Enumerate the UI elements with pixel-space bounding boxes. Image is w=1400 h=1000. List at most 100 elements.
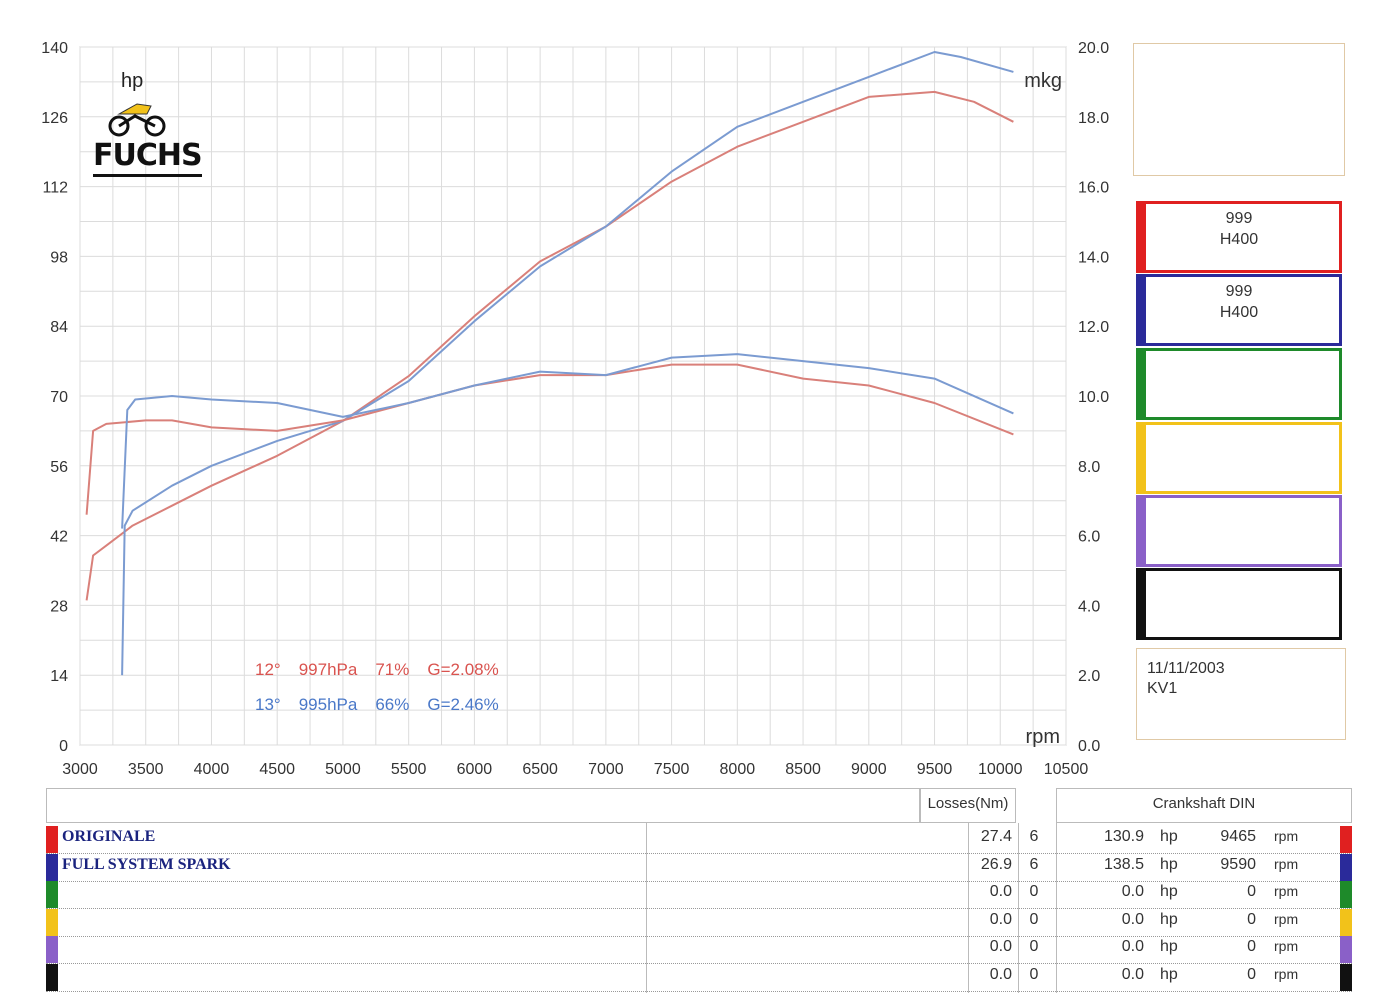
losses-count: 0: [1029, 910, 1039, 928]
run-box-line2: H400: [1219, 304, 1259, 321]
row-color-strip: [1340, 963, 1352, 991]
conditions-line-2: 13° 995hPa 66% G=2.46%: [255, 695, 517, 715]
rpm-unit: rpm: [1274, 883, 1299, 899]
power-unit: hp: [1160, 828, 1178, 845]
losses-count: 0: [1029, 965, 1039, 983]
losses-count: 6: [1029, 855, 1039, 873]
y-left-tick-label: 42: [50, 529, 68, 546]
row-color-strip: [46, 853, 58, 881]
series-line-mkg-full-system-spark: [121, 353, 1014, 529]
y-left-tick-label: 84: [50, 319, 68, 336]
peak-power: 0.0: [1121, 883, 1144, 900]
condition-g: G=2.08%: [427, 660, 499, 679]
series-line-hp-originale: [85, 90, 1014, 601]
run-box-line1: 999: [1225, 210, 1253, 227]
rpm-unit: rpm: [1274, 910, 1299, 927]
color-strip: [1136, 422, 1146, 494]
table-row: ORIGINALE 27.4 6 130.9 hp 9465 rpm: [46, 826, 1352, 854]
peak-rpm: 0: [1247, 910, 1256, 928]
peak-power: 130.9: [1103, 828, 1144, 845]
x-tick-label: 7500: [654, 761, 690, 778]
losses-value: 0.0: [989, 938, 1012, 955]
power-unit: hp: [1160, 965, 1178, 983]
y-left-tick-label: 112: [42, 180, 68, 197]
y-left-tick-label: 140: [41, 40, 68, 57]
losses-value: 0.0: [989, 910, 1012, 928]
test-code: KV1: [1147, 680, 1178, 697]
x-tick-label: 8000: [720, 761, 756, 778]
run-color-box-3: [1136, 348, 1342, 420]
y-right-tick-label: 12.0: [1078, 319, 1109, 336]
y-right-tick-label: 18.0: [1078, 110, 1109, 127]
run-color-box-6: [1136, 568, 1342, 640]
x-tick-label: 4000: [194, 761, 230, 778]
losses-count: 6: [1029, 828, 1039, 845]
y-left-tick-label: 14: [50, 668, 68, 685]
x-tick-label: 6500: [522, 761, 558, 778]
rpm-unit: rpm: [1274, 938, 1299, 954]
motorbike-icon: [108, 103, 166, 137]
y-left-tick-label: 126: [41, 110, 68, 127]
logo-hp-label: hp: [121, 70, 144, 92]
run-name: FULL SYSTEM SPARK: [62, 855, 231, 873]
y-right-tick-label: 10.0: [1078, 389, 1109, 406]
y-right-tick-label: 8.0: [1078, 459, 1100, 476]
table-header-blank: [46, 788, 920, 823]
row-color-strip: [46, 881, 58, 908]
y-right-tick-label: 16.0: [1078, 180, 1109, 197]
losses-value: 0.0: [989, 883, 1012, 900]
x-tick-label: 3000: [62, 761, 98, 778]
condition-temp: 13°: [255, 695, 281, 714]
color-strip: [1136, 348, 1146, 420]
peak-rpm: 9465: [1220, 828, 1256, 845]
peak-power: 0.0: [1121, 938, 1144, 955]
run-box-line2: H400: [1219, 231, 1259, 248]
date-box: 11/11/2003 KV1: [1136, 648, 1346, 740]
row-color-strip: [46, 936, 58, 963]
x-tick-label: 8500: [785, 761, 821, 778]
losses-value: 26.9: [980, 855, 1012, 873]
peak-power: 138.5: [1103, 855, 1144, 873]
results-table: Losses(Nm) Crankshaft DIN ORIGINALE 27.4 6…: [46, 788, 1352, 993]
y-left-tick-label: 98: [50, 249, 68, 266]
row-color-strip: [1340, 908, 1352, 936]
y-right-tick-label: 2.0: [1078, 668, 1100, 685]
peak-power: 0.0: [1121, 910, 1144, 928]
peak-rpm: 0: [1247, 938, 1256, 955]
color-strip: [1136, 495, 1146, 567]
row-color-strip: [1340, 853, 1352, 881]
x-tick-label: 9000: [851, 761, 887, 778]
x-tick-label: 5500: [391, 761, 427, 778]
table-row: FULL SYSTEM SPARK 26.9 6 138.5 hp 9590 rpm: [46, 853, 1352, 882]
condition-humidity: 66%: [375, 695, 410, 714]
losses-count: 0: [1029, 938, 1039, 955]
condition-pressure: 997hPa: [298, 660, 358, 679]
table-row: 0.0 0 0.0 hp 0 rpm: [46, 881, 1352, 909]
side-blank-box: [1133, 43, 1345, 176]
losses-value: 0.0: [989, 965, 1012, 983]
x-axis-label: rpm: [1026, 726, 1060, 748]
conditions-line-1: 12° 997hPa 71% G=2.08%: [255, 660, 517, 680]
condition-pressure: 995hPa: [298, 695, 358, 714]
losses-value: 27.4: [980, 828, 1012, 845]
table-row: 0.0 0 0.0 hp 0 rpm: [46, 936, 1352, 964]
condition-g: G=2.46%: [427, 695, 499, 714]
x-tick-label: 3500: [128, 761, 164, 778]
y-right-tick-label: 0.0: [1078, 738, 1100, 755]
y-right-tick-label: 4.0: [1078, 598, 1100, 615]
table-row: 0.0 0 0.0 hp 0 rpm: [46, 908, 1352, 937]
row-color-strip: [46, 963, 58, 991]
run-color-box-2: 999 H400: [1136, 274, 1342, 346]
y-left-tick-label: 56: [50, 459, 68, 476]
x-tick-label: 7000: [588, 761, 624, 778]
color-strip: [1136, 568, 1146, 640]
x-tick-label: 10000: [978, 761, 1023, 778]
y-right-axis-label: mkg: [1024, 70, 1062, 92]
crankshaft-header: Crankshaft DIN: [1056, 788, 1352, 823]
power-unit: hp: [1160, 910, 1178, 928]
x-tick-label: 6000: [457, 761, 493, 778]
losses-count: 0: [1029, 883, 1039, 900]
test-date: 11/11/2003: [1147, 660, 1225, 677]
logo-brand: FUCHS: [93, 138, 203, 177]
series-line-hp-full-system-spark: [121, 51, 1014, 676]
